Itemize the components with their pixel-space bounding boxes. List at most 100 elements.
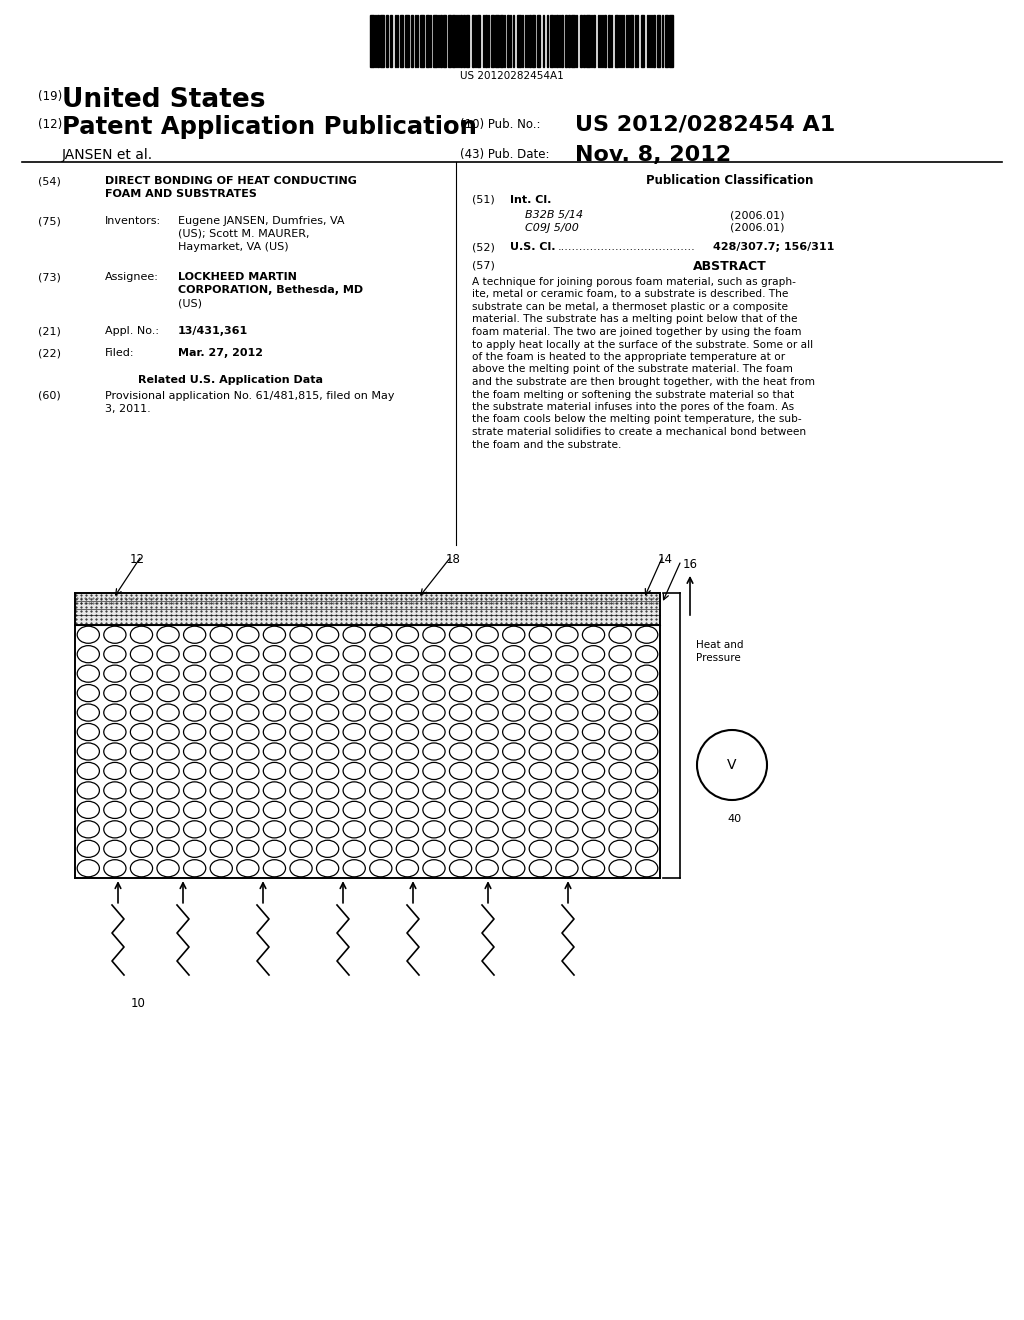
Bar — [669, 15, 673, 67]
Text: Int. Cl.: Int. Cl. — [510, 195, 551, 205]
Text: 3, 2011.: 3, 2011. — [105, 404, 151, 414]
Text: ite, metal or ceramic foam, to a substrate is described. The: ite, metal or ceramic foam, to a substra… — [472, 289, 788, 300]
Bar — [370, 15, 374, 67]
Text: (43) Pub. Date:: (43) Pub. Date: — [460, 148, 550, 161]
Bar — [472, 15, 474, 67]
Bar — [460, 15, 462, 67]
Text: strate material solidifies to create a mechanical bond between: strate material solidifies to create a m… — [472, 426, 806, 437]
Text: CORPORATION, Bethesda, MD: CORPORATION, Bethesda, MD — [178, 285, 364, 294]
Text: U.S. Cl.: U.S. Cl. — [510, 242, 555, 252]
Text: ABSTRACT: ABSTRACT — [693, 260, 767, 273]
Text: (22): (22) — [38, 348, 61, 358]
Text: material. The substrate has a melting point below that of the: material. The substrate has a melting po… — [472, 314, 798, 325]
Text: Related U.S. Application Data: Related U.S. Application Data — [137, 375, 323, 385]
Text: Filed:: Filed: — [105, 348, 134, 358]
Bar — [507, 15, 509, 67]
Text: B32B 5/14: B32B 5/14 — [525, 210, 583, 220]
Text: the foam melting or softening the substrate material so that: the foam melting or softening the substr… — [472, 389, 795, 400]
Bar — [75, 624, 660, 878]
Text: LOCKHEED MARTIN: LOCKHEED MARTIN — [178, 272, 297, 282]
Text: 13/431,361: 13/431,361 — [178, 326, 248, 337]
Bar — [665, 15, 668, 67]
Bar — [443, 15, 446, 67]
Text: Heat and: Heat and — [696, 640, 743, 649]
Text: JANSEN et al.: JANSEN et al. — [62, 148, 154, 162]
Bar — [411, 15, 413, 67]
Text: (73): (73) — [38, 272, 60, 282]
Bar — [583, 15, 585, 67]
Text: ......................................: ...................................... — [558, 242, 695, 252]
Text: Assignee:: Assignee: — [105, 272, 159, 282]
Text: (52): (52) — [472, 242, 495, 252]
Bar — [426, 15, 429, 67]
Text: Publication Classification: Publication Classification — [646, 174, 814, 187]
Bar — [495, 15, 499, 67]
Text: the foam cools below the melting point temperature, the sub-: the foam cools below the melting point t… — [472, 414, 802, 425]
Bar — [615, 15, 618, 67]
Text: 18: 18 — [445, 553, 461, 566]
Bar — [390, 15, 392, 67]
Bar — [517, 15, 521, 67]
Text: the foam and the substrate.: the foam and the substrate. — [472, 440, 622, 450]
Bar — [529, 15, 531, 67]
Bar — [641, 15, 644, 67]
Text: above the melting point of the substrate material. The foam: above the melting point of the substrate… — [472, 364, 793, 375]
Text: 40: 40 — [728, 814, 742, 824]
Bar — [532, 15, 535, 67]
Text: 428/307.7; 156/311: 428/307.7; 156/311 — [713, 242, 835, 252]
Bar — [463, 15, 465, 67]
Bar — [580, 15, 582, 67]
Text: 16: 16 — [683, 558, 698, 572]
Bar — [386, 15, 388, 67]
Bar — [630, 15, 633, 67]
Text: 12: 12 — [129, 553, 144, 566]
Text: substrate can be metal, a thermoset plastic or a composite: substrate can be metal, a thermoset plas… — [472, 302, 788, 312]
Text: the substrate material infuses into the pores of the foam. As: the substrate material infuses into the … — [472, 403, 795, 412]
Text: DIRECT BONDING OF HEAT CONDUCTING: DIRECT BONDING OF HEAT CONDUCTING — [105, 176, 357, 186]
Text: (51): (51) — [472, 195, 495, 205]
Text: US 2012/0282454 A1: US 2012/0282454 A1 — [575, 115, 836, 135]
Text: Appl. No.:: Appl. No.: — [105, 326, 159, 337]
Bar — [406, 15, 409, 67]
Bar — [608, 15, 610, 67]
Bar — [568, 15, 570, 67]
Text: of the foam is heated to the appropriate temperature at or: of the foam is heated to the appropriate… — [472, 352, 785, 362]
Bar — [657, 15, 660, 67]
Text: (54): (54) — [38, 176, 60, 186]
Text: Haymarket, VA (US): Haymarket, VA (US) — [178, 242, 289, 252]
Text: (2006.01): (2006.01) — [730, 223, 784, 234]
Bar — [380, 15, 384, 67]
Bar — [593, 15, 595, 67]
Text: (US): (US) — [178, 298, 202, 308]
Text: (2006.01): (2006.01) — [730, 210, 784, 220]
Text: 14: 14 — [657, 553, 673, 566]
Bar — [490, 15, 494, 67]
Text: V: V — [727, 758, 736, 772]
Text: Eugene JANSEN, Dumfries, VA: Eugene JANSEN, Dumfries, VA — [178, 216, 344, 226]
Bar — [556, 15, 558, 67]
Text: (19): (19) — [38, 90, 62, 103]
Bar — [452, 15, 455, 67]
Text: (75): (75) — [38, 216, 60, 226]
Bar — [565, 15, 567, 67]
Bar — [604, 15, 606, 67]
Bar — [75, 593, 660, 624]
Bar — [400, 15, 403, 67]
Bar — [440, 15, 442, 67]
Text: to apply heat locally at the surface of the substrate. Some or all: to apply heat locally at the surface of … — [472, 339, 813, 350]
Text: Pressure: Pressure — [696, 653, 740, 663]
Bar — [485, 15, 487, 67]
Text: FOAM AND SUBSTRATES: FOAM AND SUBSTRATES — [105, 189, 257, 199]
Bar — [420, 15, 424, 67]
Text: US 20120282454A1: US 20120282454A1 — [460, 71, 564, 81]
Bar — [550, 15, 553, 67]
Bar — [500, 15, 503, 67]
Text: Nov. 8, 2012: Nov. 8, 2012 — [575, 145, 731, 165]
Bar — [377, 15, 379, 67]
Text: (12): (12) — [38, 117, 62, 131]
Bar — [537, 15, 540, 67]
Text: (US); Scott M. MAURER,: (US); Scott M. MAURER, — [178, 228, 309, 239]
Text: foam material. The two are joined together by using the foam: foam material. The two are joined togeth… — [472, 327, 802, 337]
Bar — [561, 15, 563, 67]
Bar — [586, 15, 590, 67]
